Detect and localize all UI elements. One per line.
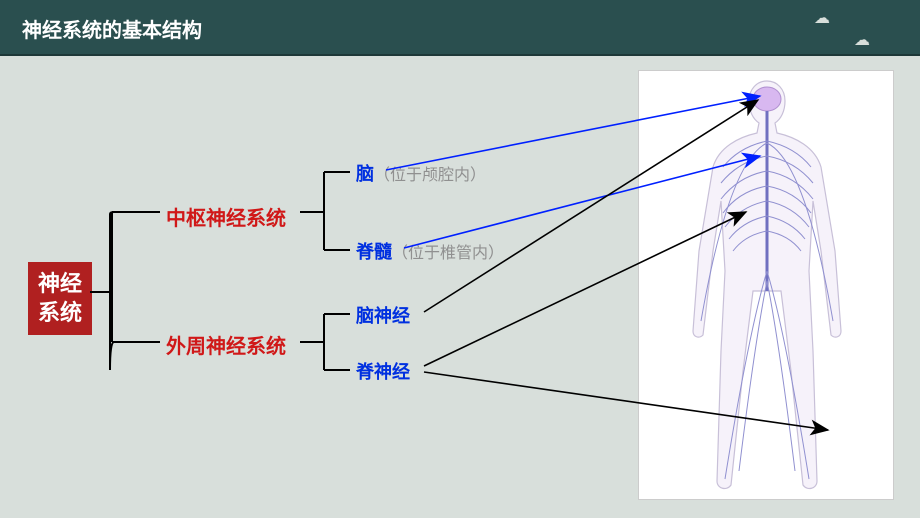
root-line2: 系统 <box>38 300 82 325</box>
leaf-spinal-cord: 脊髓（位于椎管内） <box>356 238 504 264</box>
slide-title: 神经系统的基本结构 <box>22 14 898 43</box>
leaf-cranial-nerve: 脑神经 <box>356 302 410 328</box>
anatomy-svg <box>639 71 895 501</box>
cloud-decoration: ☁ <box>814 8 830 28</box>
leaf-spinal-nerve: 脊神经 <box>356 358 410 384</box>
branch-pns: 外周神经系统 <box>166 330 286 359</box>
leaf-brain-note: （位于颅腔内） <box>374 167 486 184</box>
bracket-root-lines <box>96 212 160 342</box>
bracket-cns <box>300 172 350 250</box>
leaf-spinal-nerve-name: 脊神经 <box>356 362 410 382</box>
leaf-spinal-cord-note: （位于椎管内） <box>392 245 504 262</box>
branch-cns: 中枢神经系统 <box>166 202 286 231</box>
leaf-spinal-cord-name: 脊髓 <box>356 242 392 262</box>
anatomy-figure <box>638 70 894 500</box>
root-node: 神经 系统 <box>28 262 92 335</box>
bracket-pns <box>300 314 350 370</box>
root-line1: 神经 <box>38 271 82 296</box>
leaf-cranial-nerve-name: 脑神经 <box>356 306 410 326</box>
leaf-brain: 脑（位于颅腔内） <box>356 160 486 186</box>
cloud-decoration: ☁ <box>854 30 870 50</box>
bracket-root <box>90 212 160 370</box>
slide-header: 神经系统的基本结构 ☁ ☁ <box>0 0 920 56</box>
leaf-brain-name: 脑 <box>356 164 374 184</box>
